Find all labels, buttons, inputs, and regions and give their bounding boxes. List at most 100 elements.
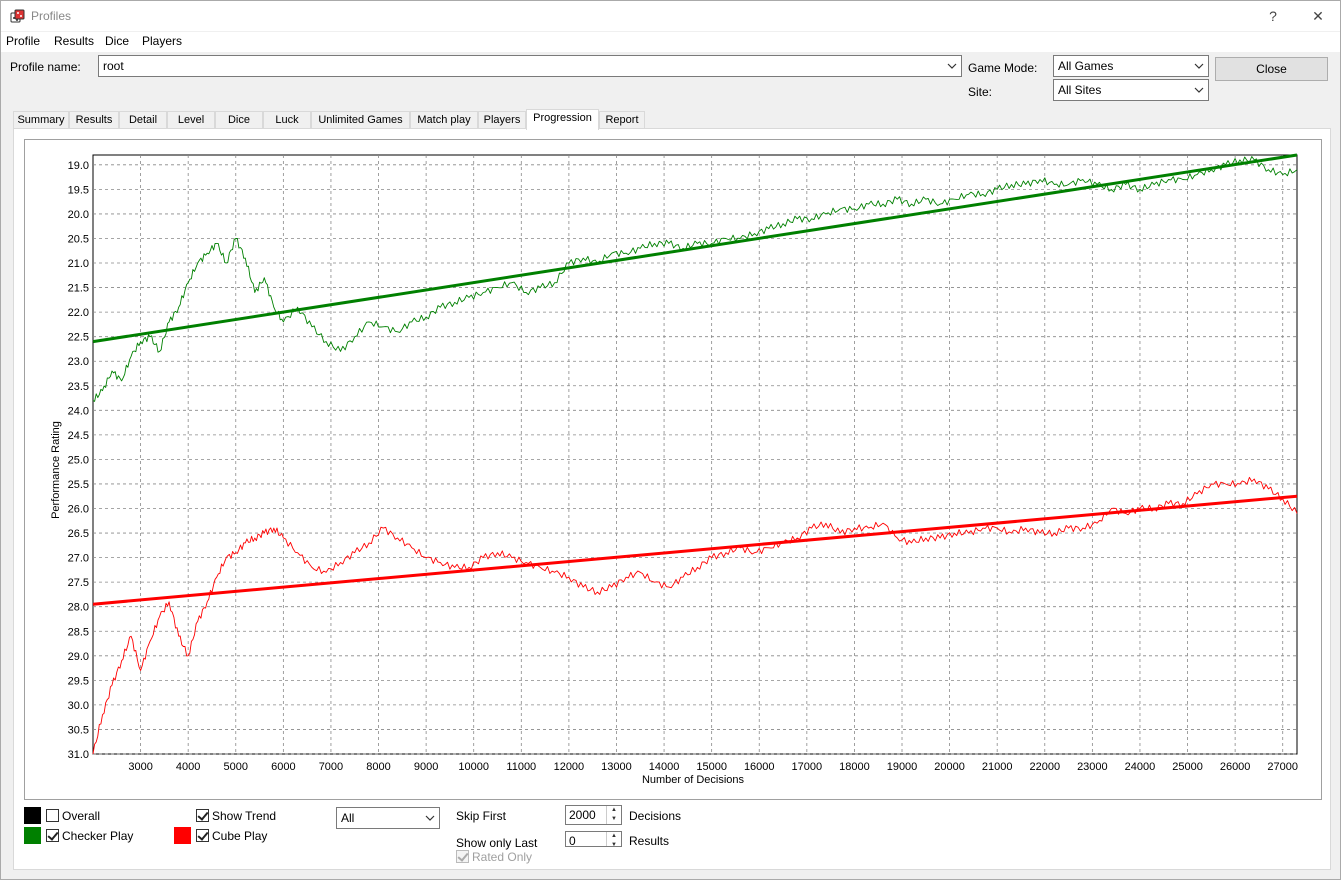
chevron-down-icon xyxy=(947,63,957,69)
show-only-last-spinner[interactable]: 0 ▲ ▼ xyxy=(565,831,622,847)
tab-luck[interactable]: Luck xyxy=(263,111,311,129)
x-tick-label: 26000 xyxy=(1220,761,1251,773)
chevron-down-icon xyxy=(1194,63,1204,69)
x-tick-label: 11000 xyxy=(506,761,536,773)
x-tick-label: 18000 xyxy=(839,761,870,773)
show-only-last-label: Show only Last xyxy=(456,836,538,850)
overall-checkbox[interactable] xyxy=(46,809,59,822)
x-tick-label: 14000 xyxy=(649,761,680,773)
site-combo[interactable]: All Sites xyxy=(1053,79,1209,101)
cube-play-color-swatch[interactable] xyxy=(174,827,191,844)
y-tick-label: 23.5 xyxy=(68,381,89,393)
help-button[interactable]: ? xyxy=(1269,8,1277,24)
game-mode-label: Game Mode: xyxy=(968,61,1038,75)
tab-match-play[interactable]: Match play xyxy=(410,111,478,129)
skip-first-label: Skip First xyxy=(456,809,507,823)
chevron-down-icon xyxy=(425,815,435,821)
x-tick-label: 9000 xyxy=(414,761,438,773)
y-tick-label: 19.0 xyxy=(68,160,89,172)
y-tick-label: 26.0 xyxy=(68,504,89,516)
checker-play-label: Checker Play xyxy=(62,829,134,843)
close-button[interactable]: Close xyxy=(1215,57,1328,81)
y-tick-label: 30.0 xyxy=(68,700,89,712)
x-tick-label: 27000 xyxy=(1267,761,1298,773)
x-tick-label: 21000 xyxy=(982,761,1013,773)
tab-summary[interactable]: Summary xyxy=(13,111,69,129)
x-tick-label: 17000 xyxy=(792,761,823,773)
spin-down-icon[interactable]: ▼ xyxy=(611,816,617,822)
x-tick-label: 16000 xyxy=(744,761,775,773)
y-tick-label: 24.5 xyxy=(68,430,89,442)
tab-progression[interactable]: Progression xyxy=(526,109,599,130)
progression-chart: 19.0 19.5 20.0 20.5 21.0 21.5 22.0 22.5 23.0 23.5… xyxy=(50,153,1298,786)
y-tick-label: 23.0 xyxy=(68,356,89,368)
tab-results[interactable]: Results xyxy=(69,111,119,129)
tab-level[interactable]: Level xyxy=(167,111,215,129)
spin-up-icon[interactable]: ▲ xyxy=(611,833,617,839)
tab-dice[interactable]: Dice xyxy=(215,111,263,129)
title-bar: Profiles ? ✕ xyxy=(1,1,1340,31)
x-tick-label: 8000 xyxy=(366,761,390,773)
show-trend-checkbox[interactable] xyxy=(196,809,209,822)
skip-first-spinner[interactable]: 2000 ▲ ▼ xyxy=(565,805,622,825)
tab-detail[interactable]: Detail xyxy=(119,111,167,129)
skip-first-value: 2000 xyxy=(569,808,596,822)
menu-profile[interactable]: Profile xyxy=(6,34,41,48)
window-title: Profiles xyxy=(31,9,72,23)
show-trend-label: Show Trend xyxy=(212,809,277,823)
tab-report[interactable]: Report xyxy=(599,111,645,129)
spinner-buttons[interactable]: ▲ ▼ xyxy=(606,832,621,847)
y-tick-label: 22.0 xyxy=(68,307,89,319)
x-tick-label: 23000 xyxy=(1077,761,1108,773)
tab-players[interactable]: Players xyxy=(478,111,526,129)
x-tick-label: 6000 xyxy=(271,761,295,773)
y-tick-label: 28.5 xyxy=(68,626,89,638)
dice-app-icon xyxy=(10,9,25,23)
site-value: All Sites xyxy=(1058,83,1102,97)
x-tick-label: 7000 xyxy=(319,761,343,773)
filter-combo[interactable]: All xyxy=(336,807,440,829)
menu-bar: Profile Results Dice Players xyxy=(1,32,1340,52)
profile-name-combo[interactable]: root xyxy=(98,55,962,77)
x-tick-label: 12000 xyxy=(554,761,585,773)
filter-combo-value: All xyxy=(341,811,355,825)
spinner-buttons[interactable]: ▲ ▼ xyxy=(606,806,621,824)
y-tick-label: 29.0 xyxy=(68,651,89,663)
spin-up-icon[interactable]: ▲ xyxy=(611,807,617,813)
checker-play-color-swatch[interactable] xyxy=(24,827,41,844)
game-mode-value: All Games xyxy=(1058,59,1114,73)
tab-unlimited-games[interactable]: Unlimited Games xyxy=(311,111,410,129)
overall-color-swatch[interactable] xyxy=(24,807,41,824)
site-label: Site: xyxy=(968,85,993,99)
y-tick-label: 19.5 xyxy=(68,184,89,196)
y-tick-label: 21.5 xyxy=(68,283,89,295)
y-tick-label: 22.5 xyxy=(68,332,89,344)
progression-chart-frame: 19.0 19.5 20.0 20.5 21.0 21.5 22.0 22.5 23.0 23.5… xyxy=(24,139,1322,800)
x-tick-label: 15000 xyxy=(696,761,727,773)
y-tick-label: 29.5 xyxy=(68,675,89,687)
profile-name-label: Profile name: xyxy=(10,60,81,74)
y-tick-label: 26.5 xyxy=(68,528,89,540)
game-mode-combo[interactable]: All Games xyxy=(1053,55,1209,77)
spin-down-icon[interactable]: ▼ xyxy=(611,842,617,847)
x-tick-label: 13000 xyxy=(601,761,632,773)
rated-only-label: Rated Only xyxy=(472,850,533,864)
y-tick-label: 20.5 xyxy=(68,233,89,245)
menu-dice[interactable]: Dice xyxy=(105,34,130,48)
rated-only-checkbox[interactable] xyxy=(456,850,469,863)
window-close-button[interactable]: ✕ xyxy=(1312,8,1324,24)
x-tick-label: 25000 xyxy=(1172,761,1203,773)
x-tick-label: 10000 xyxy=(458,761,489,773)
show-only-last-value: 0 xyxy=(569,834,576,847)
checker-play-checkbox[interactable] xyxy=(46,829,59,842)
y-tick-label: 30.5 xyxy=(68,724,89,736)
x-tick-label: 22000 xyxy=(1029,761,1060,773)
menu-players[interactable]: Players xyxy=(142,34,183,48)
chevron-down-icon xyxy=(1194,87,1204,93)
menu-results[interactable]: Results xyxy=(54,34,95,48)
y-tick-label: 27.5 xyxy=(68,577,89,589)
checker-play-trend-line xyxy=(92,153,1298,344)
x-tick-label: 3000 xyxy=(128,761,152,773)
cube-play-checkbox[interactable] xyxy=(196,829,209,842)
